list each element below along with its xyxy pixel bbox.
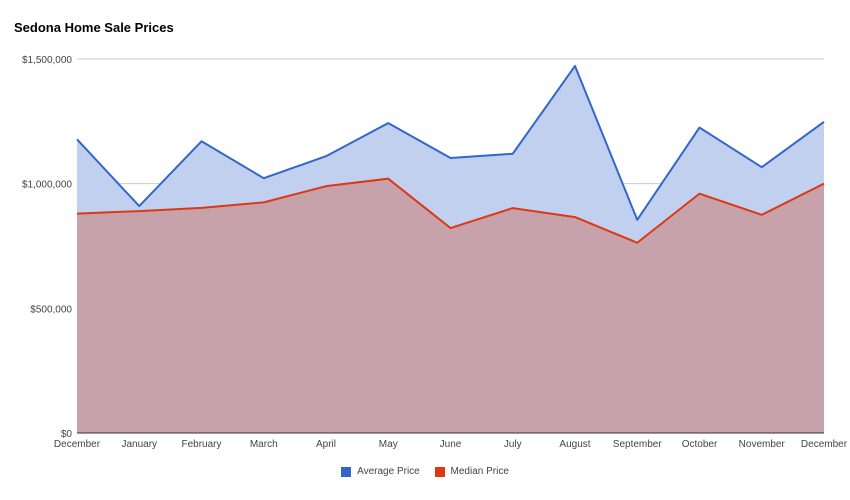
legend-item-median[interactable]: Median Price [434, 466, 509, 477]
x-tick-label: June [440, 439, 462, 450]
x-tick-label: December [801, 439, 848, 450]
x-tick-labels: December January February March April May June… [54, 439, 848, 450]
series-lines [76, 64, 825, 244]
series-line [76, 177, 825, 244]
x-tick-label: December [54, 439, 101, 450]
chart-title: Sedona Home Sale Prices [14, 20, 174, 35]
series-area [77, 178, 824, 433]
y-tick-label: $0 [61, 429, 73, 440]
x-tick-label: January [121, 439, 157, 450]
legend-label-median: Median Price [450, 466, 509, 477]
x-tick-label: February [181, 439, 221, 450]
legend-swatch-average [341, 466, 352, 477]
y-tick-labels: $0 $500,000 $1,000,000 $1,500,000 [22, 55, 72, 440]
legend-label-average: Average Price [357, 466, 420, 477]
x-tick-label: April [316, 439, 336, 450]
x-tick-label: August [559, 439, 590, 450]
x-tick-label: September [613, 439, 663, 450]
x-tick-label: November [739, 439, 786, 450]
x-tick-label: May [379, 439, 398, 450]
y-tick-label: $500,000 [30, 304, 72, 315]
series-areas [77, 65, 824, 434]
legend-swatch-median [434, 466, 445, 477]
series-line [76, 64, 825, 221]
y-tick-label: $1,000,000 [22, 180, 72, 191]
y-tick-label: $1,500,000 [22, 55, 72, 66]
legend-item-average[interactable]: Average Price [341, 466, 420, 477]
x-tick-label: March [250, 439, 278, 450]
x-tick-label: July [504, 439, 522, 450]
x-tick-label: October [682, 439, 718, 450]
legend: Average Price Median Price [0, 466, 850, 480]
